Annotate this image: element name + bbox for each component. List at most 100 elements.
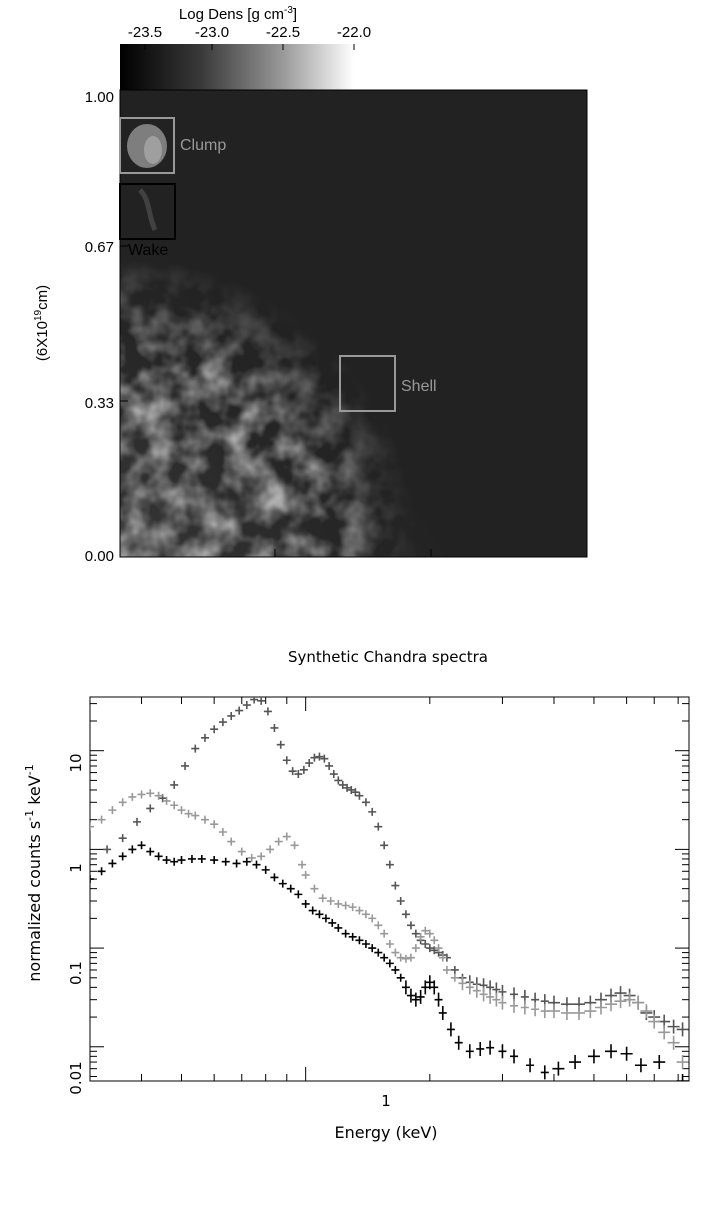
data-point [486, 989, 495, 1004]
data-point [411, 992, 420, 1007]
data-point [406, 953, 415, 962]
data-point [425, 975, 434, 990]
data-point [257, 697, 266, 705]
data-point [401, 954, 410, 963]
density-map: 1.00 0.67 0.33 0.00 (6X1019cm) Clump Wak… [33, 89, 588, 565]
data-point [218, 828, 227, 837]
data-point [247, 853, 256, 862]
data-point [380, 841, 389, 850]
data-point [396, 896, 405, 905]
data-point [334, 899, 343, 908]
y-axis-label: normalized counts s-1 keV-1 [23, 764, 44, 981]
data-point [368, 944, 377, 953]
data-point [347, 785, 356, 794]
data-point [118, 852, 127, 861]
data-point [614, 994, 627, 1009]
data-point [257, 852, 266, 861]
data-point [425, 944, 434, 953]
map-y-axis-label: (6X1019cm) [33, 285, 51, 361]
data-point [421, 980, 430, 995]
series-2 [90, 841, 689, 1081]
data-point [282, 756, 291, 765]
data-point [640, 1004, 653, 1019]
data-point [308, 906, 317, 915]
data-point [430, 946, 439, 955]
data-point [137, 841, 146, 850]
data-point [97, 867, 106, 876]
data-point [137, 790, 146, 799]
data-point [526, 1058, 535, 1073]
data-point [146, 847, 155, 856]
data-point [154, 791, 163, 800]
data-point [465, 1044, 474, 1059]
colorbar-tick-label: -22.5 [266, 24, 300, 41]
turbulent-clumps [120, 90, 587, 557]
data-point [421, 939, 430, 948]
data-point [569, 1055, 582, 1070]
data-point [235, 706, 244, 715]
data-point [191, 744, 200, 753]
data-point [430, 980, 439, 995]
data-point [170, 857, 179, 866]
data-point [181, 761, 190, 770]
data-point [227, 711, 236, 720]
data-point [391, 965, 400, 974]
data-point [315, 752, 324, 761]
data-point [520, 1000, 529, 1015]
data-point [97, 815, 106, 824]
data-point [210, 820, 219, 829]
data-point [274, 837, 283, 846]
data-point [298, 860, 307, 869]
data-point [351, 788, 360, 797]
data-point [232, 859, 241, 868]
data-point [425, 929, 434, 938]
data-point [218, 718, 227, 727]
spectrum-ticks [89, 697, 689, 1081]
x-tick-label: 1 [381, 1092, 391, 1110]
wake-region-label: Wake [128, 242, 168, 259]
data-point [540, 1065, 549, 1080]
data-point [416, 989, 425, 1004]
data-point [270, 723, 279, 732]
data-point [227, 837, 236, 846]
data-point [210, 725, 219, 734]
data-point [587, 1049, 600, 1064]
data-point [605, 997, 618, 1012]
data-point [177, 856, 186, 865]
data-point [560, 1005, 573, 1020]
map-y-tick-label: 1.00 [85, 89, 114, 106]
y-tick-label: 0.1 [67, 961, 85, 985]
spectrum-frame [89, 696, 690, 1082]
data-point [341, 929, 350, 938]
data-point [667, 1035, 680, 1050]
data-point [510, 998, 519, 1013]
data-point [108, 806, 117, 815]
data-point [320, 754, 329, 763]
data-point [374, 948, 383, 957]
data-point [329, 770, 338, 779]
data-point [237, 847, 246, 856]
colorbar-label: Log Dens [g cm-3] [179, 5, 297, 23]
data-point [200, 815, 209, 824]
data-point [338, 780, 347, 789]
colorbar: Log Dens [g cm-3] -23.5 -23.0 -22.5 -22.… [120, 5, 371, 90]
data-point [401, 980, 410, 995]
data-point [442, 965, 451, 974]
data-point [108, 859, 117, 868]
data-point [118, 798, 127, 807]
data-point [278, 879, 287, 888]
data-point [594, 1000, 607, 1015]
data-point [676, 1055, 689, 1070]
data-point [498, 995, 507, 1010]
data-point [510, 1049, 519, 1064]
data-point [310, 884, 319, 893]
data-point [438, 1005, 447, 1020]
data-point [146, 804, 155, 813]
data-point [252, 860, 261, 869]
data-point [355, 906, 364, 915]
data-point [294, 770, 303, 779]
data-point [261, 865, 270, 874]
data-point [242, 701, 251, 710]
data-point [210, 856, 219, 865]
data-point [162, 856, 171, 865]
